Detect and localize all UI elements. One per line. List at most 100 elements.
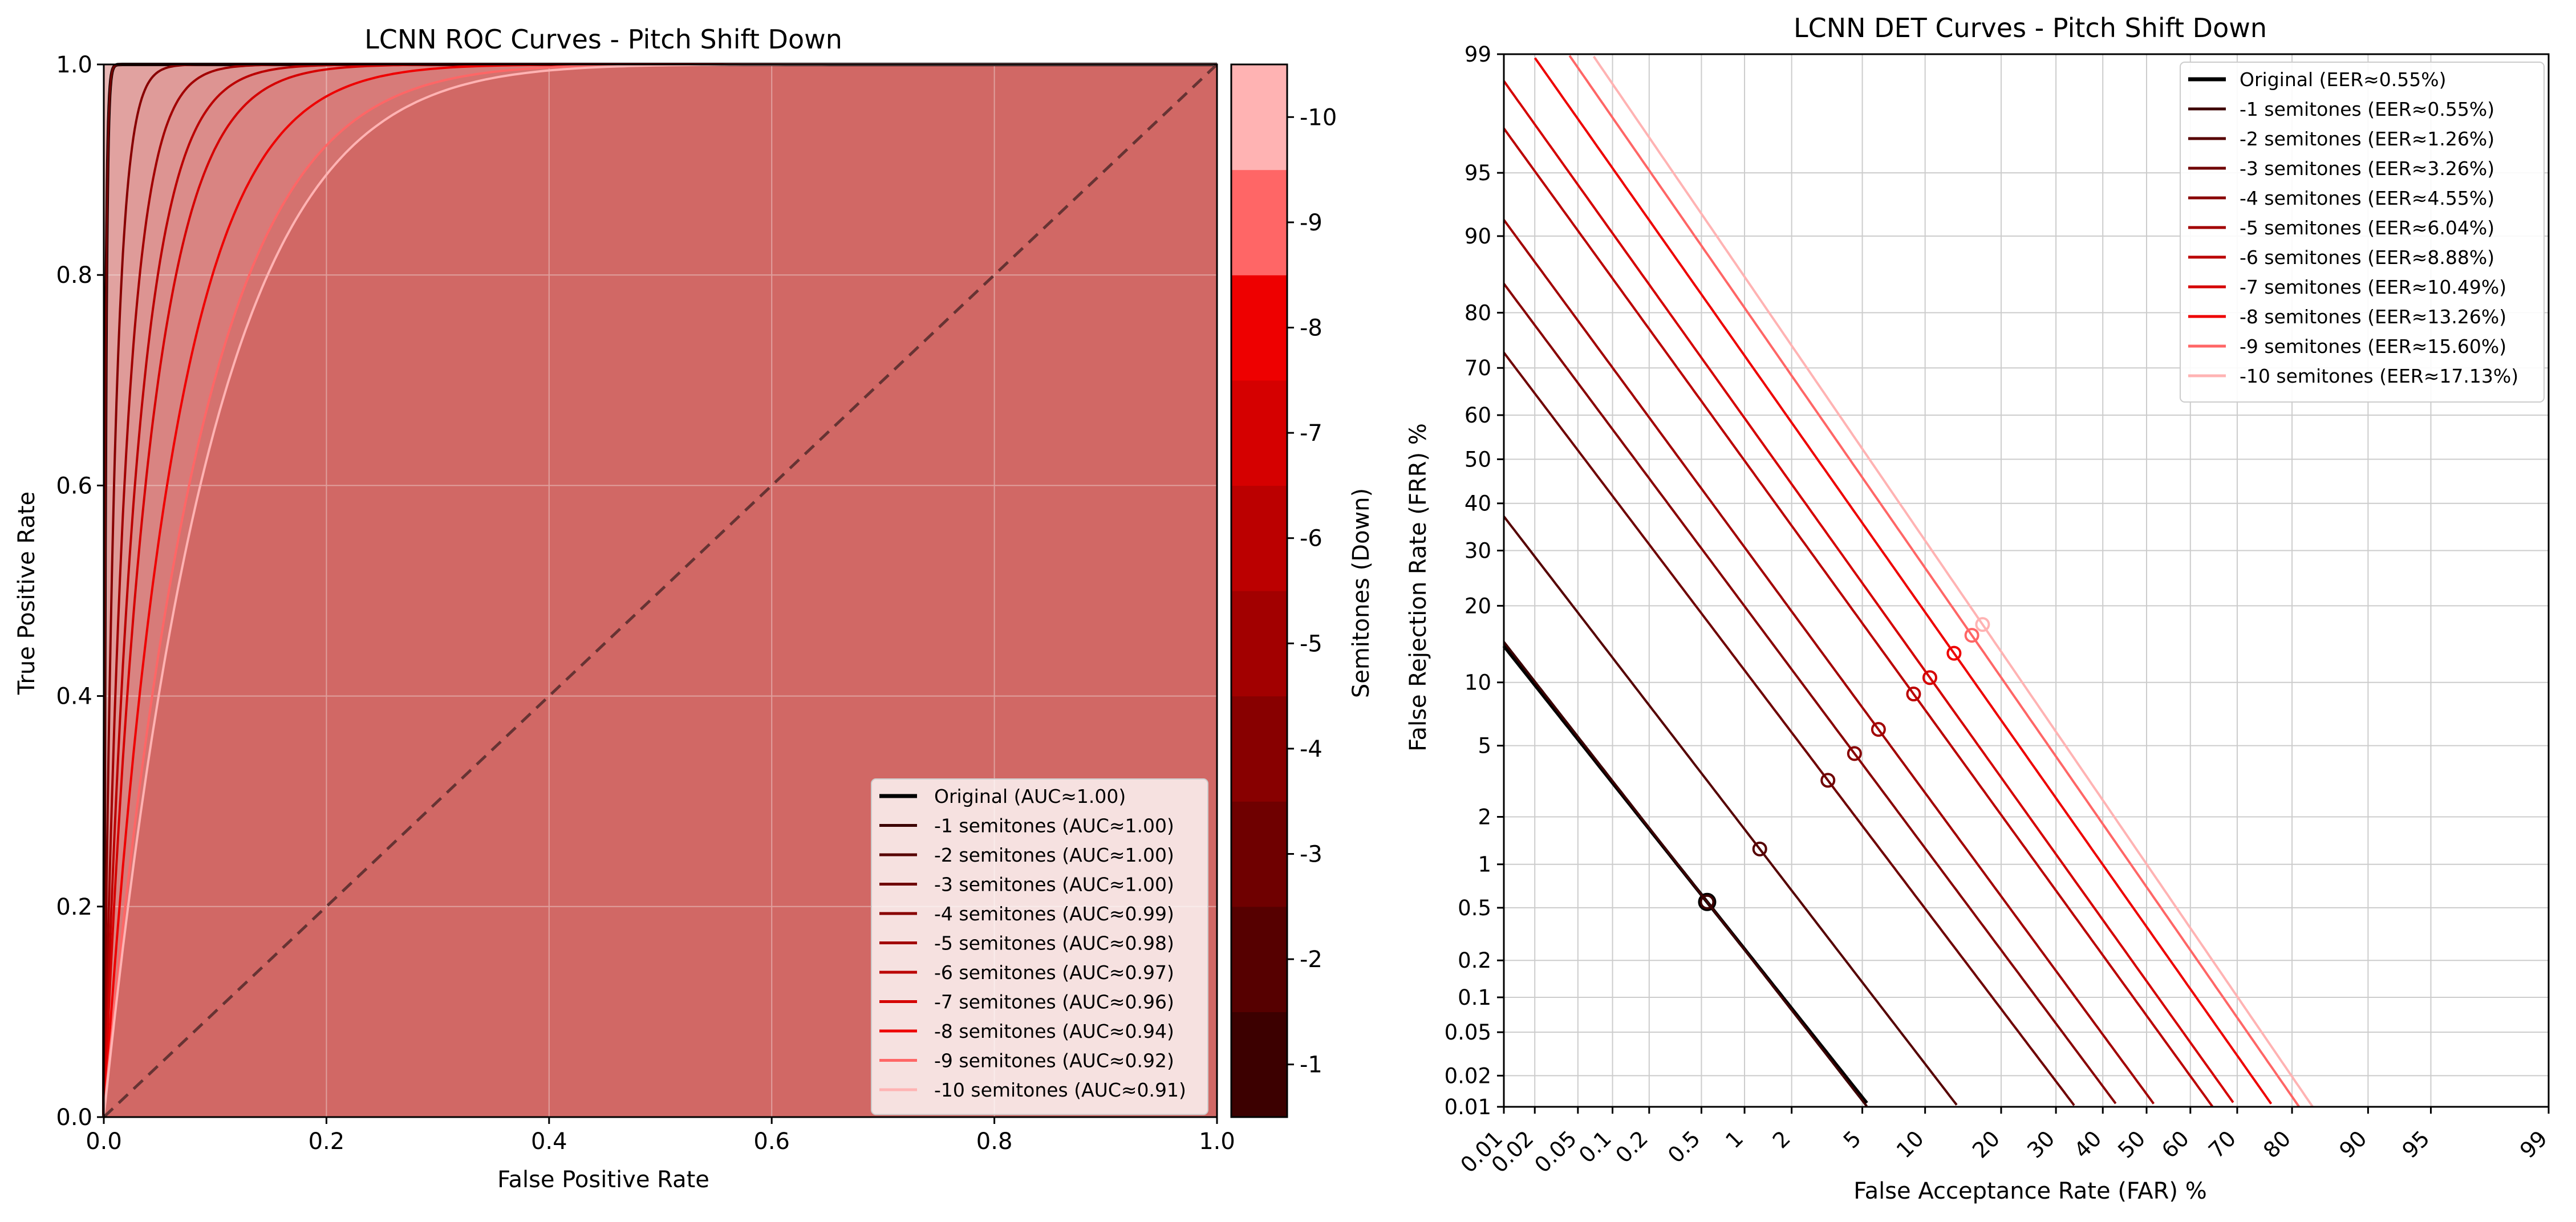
- roc-legend-label: -9 semitones (AUC≈0.92): [934, 1050, 1174, 1072]
- det-y-label: False Rejection Rate (FRR) %: [1405, 423, 1431, 752]
- roc-legend-label: -10 semitones (AUC≈0.91): [934, 1079, 1186, 1101]
- det-curve-5: [1503, 219, 2155, 1105]
- det-eer-marker-10: [1975, 617, 1990, 632]
- det-curve-7: [1503, 80, 2234, 1103]
- roc-legend-label: -3 semitones (AUC≈1.00): [934, 874, 1174, 896]
- roc-legend-label: -1 semitones (AUC≈1.00): [934, 815, 1174, 837]
- det-legend-label: -6 semitones (EER≈8.88%): [2240, 246, 2494, 269]
- det-legend-label: -8 semitones (EER≈13.26%): [2240, 306, 2506, 328]
- det-y-tick-label: 70: [1465, 356, 1491, 380]
- colorbar-tick-label: -6: [1300, 526, 1323, 552]
- roc-legend-label: -6 semitones (AUC≈0.97): [934, 961, 1174, 984]
- det-legend-label: -1 semitones (EER≈0.55%): [2240, 98, 2494, 120]
- roc-legend-label: -5 semitones (AUC≈0.98): [934, 932, 1174, 955]
- roc-legend-label: -7 semitones (AUC≈0.96): [934, 991, 1174, 1013]
- det-y-tick-label: 2: [1478, 805, 1491, 829]
- det-y-tick-label: 0.05: [1445, 1020, 1491, 1045]
- colorbar-segment: [1231, 906, 1287, 1012]
- det-eer-marker-0: [1698, 892, 1717, 911]
- det-y-tick-label: 5: [1478, 734, 1491, 758]
- colorbar-tick-label: -5: [1300, 631, 1323, 657]
- colorbar-segment: [1231, 591, 1287, 697]
- roc-band: [104, 64, 1217, 1117]
- roc-frame: [103, 63, 1218, 1118]
- roc-legend-label: -8 semitones (AUC≈0.94): [934, 1020, 1174, 1042]
- det-eer-marker-1: [1699, 894, 1715, 910]
- colorbar-segment: [1231, 64, 1287, 170]
- det-frame: [1503, 53, 2550, 1108]
- roc-y-tick-label: 0.6: [56, 473, 92, 499]
- det-eer-marker-4: [1847, 746, 1862, 761]
- colorbar-tick-label: -7: [1300, 420, 1323, 446]
- colorbar-tick-label: -8: [1300, 315, 1323, 342]
- det-curve-8: [1534, 57, 2273, 1105]
- det-plot-area: 0.01 0.02 0.05 0.1 0.2 0.5 1 2 5 10 20 30 40 50 60 70 80…: [1445, 42, 2553, 1178]
- colorbar-tick-label: -2: [1300, 947, 1323, 973]
- colorbar-segment: [1231, 169, 1287, 275]
- det-curve-1: [1503, 641, 1868, 1107]
- colorbar-segment: [1231, 275, 1287, 381]
- det-y-tick-label: 0.01: [1445, 1095, 1491, 1119]
- det-legend-label: Original (EER≈0.55%): [2240, 68, 2446, 91]
- det-x-label: False Acceptance Rate (FAR) %: [1853, 1178, 2207, 1204]
- det-eer-marker-7: [1922, 670, 1937, 685]
- det-y-tick-label: 0.2: [1458, 948, 1491, 973]
- colorbar-tick-label: -4: [1300, 736, 1323, 762]
- roc-title: LCNN ROC Curves - Pitch Shift Down: [364, 24, 842, 55]
- det-curve-9: [1568, 55, 2300, 1107]
- colorbar-label: Semitones (Down): [1348, 488, 1374, 698]
- det-eer-marker-6: [1906, 687, 1921, 702]
- roc-band: [104, 64, 1217, 1117]
- roc-x-label: False Positive Rate: [497, 1167, 709, 1193]
- det-eer-marker-9: [1964, 628, 1979, 643]
- det-legend-label: -9 semitones (EER≈15.60%): [2240, 335, 2506, 358]
- roc-y-tick-label: 0.4: [56, 684, 92, 710]
- det-y-tick-label: 30: [1465, 538, 1491, 563]
- roc-y-tick-label: 0.2: [56, 894, 92, 920]
- roc-x-tick-label: 0.6: [753, 1128, 790, 1155]
- det-y-tick-label: 95: [1465, 161, 1491, 185]
- colorbar-segment: [1231, 801, 1287, 907]
- det-y-tick-label: 50: [1465, 447, 1491, 472]
- det-y-tick-label: 0.5: [1458, 896, 1491, 920]
- roc-x-tick-label: 0.8: [976, 1128, 1013, 1155]
- det-y-tick-label: 20: [1465, 594, 1491, 618]
- det-curve-6: [1503, 128, 2214, 1107]
- det-curve-3: [1503, 352, 2075, 1106]
- det-y-tick-label: 80: [1465, 301, 1491, 325]
- colorbar-segment: [1231, 696, 1287, 802]
- det-curve-4: [1503, 283, 2117, 1105]
- det-curve-2: [1503, 515, 1958, 1106]
- semitone-colorbar: -1 -2 -3 -4 -5 -6 -7 -8 -9 -10: [1230, 63, 1337, 1118]
- roc-chart: LCNN ROC Curves - Pitch Shift Down 0.0 0.…: [14, 24, 1235, 1193]
- roc-x-tick-label: 0.0: [86, 1128, 122, 1155]
- colorbar-segment: [1231, 1012, 1287, 1118]
- colorbar-tick-label: -1: [1300, 1052, 1323, 1078]
- roc-x-tick-label: 1.0: [1199, 1128, 1235, 1155]
- det-y-tick-label: 1: [1478, 852, 1491, 877]
- det-legend-label: -2 semitones (EER≈1.26%): [2240, 128, 2494, 150]
- roc-y-tick-label: 0.8: [56, 262, 92, 289]
- roc-legend-label: Original (AUC≈1.00): [934, 785, 1126, 807]
- roc-y-label: True Positive Rate: [14, 492, 40, 695]
- colorbar-tick-label: -9: [1300, 210, 1323, 236]
- det-eer-marker-8: [1946, 645, 1962, 661]
- det-legend-label: -5 semitones (EER≈6.04%): [2240, 217, 2494, 239]
- colorbar-tick-label: -3: [1300, 842, 1323, 868]
- det-legend-label: -10 semitones (EER≈17.13%): [2240, 365, 2518, 387]
- det-y-tick-label: 60: [1465, 403, 1491, 428]
- det-eer-marker-3: [1820, 773, 1836, 788]
- colorbar-frame: [1230, 63, 1288, 1118]
- det-title: LCNN DET Curves - Pitch Shift Down: [1794, 13, 2267, 43]
- roc-legend: [871, 778, 1208, 1115]
- colorbar-segment: [1231, 485, 1287, 591]
- roc-legend-label: -2 semitones (AUC≈1.00): [934, 844, 1174, 866]
- det-legend-label: -4 semitones (EER≈4.55%): [2240, 187, 2494, 209]
- det-eer-marker-5: [1871, 722, 1886, 737]
- det-y-tick-label: 10: [1465, 671, 1491, 695]
- colorbar-tick-label: -10: [1300, 104, 1337, 131]
- det-y-tick-label: 0.1: [1458, 985, 1491, 1010]
- det-chart: LCNN DET Curves - Pitch Shift Down 0.01 0…: [1405, 13, 2552, 1204]
- det-y-tick-label: 99: [1465, 42, 1491, 67]
